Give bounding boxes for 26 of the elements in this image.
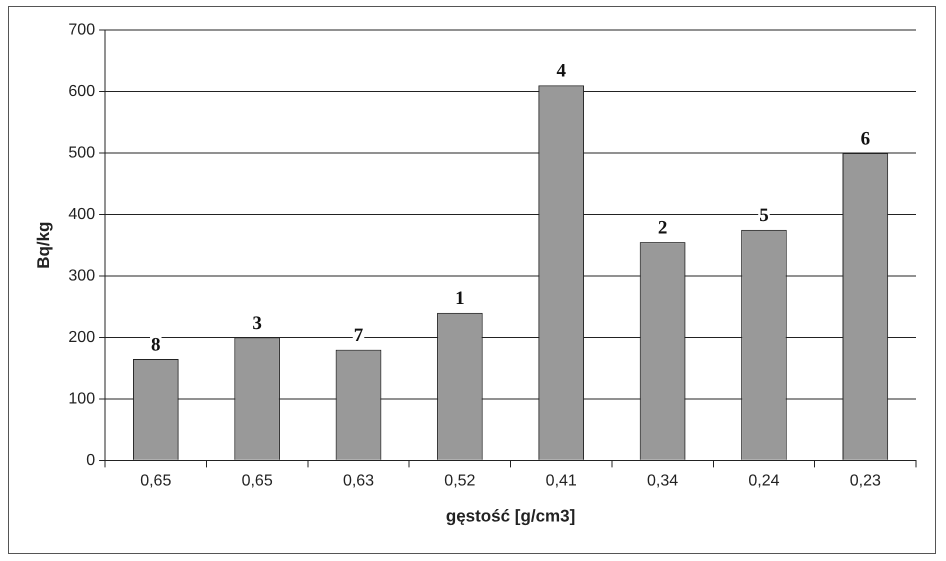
y-tick-label: 200: [68, 328, 96, 346]
y-tick-label: 0: [86, 452, 96, 469]
y-tick-label: 100: [68, 390, 96, 408]
annotation: 3: [252, 312, 262, 334]
x-tick-label: 0,24: [748, 472, 780, 490]
annotation: 6: [860, 128, 870, 150]
annotation: 4: [556, 60, 566, 82]
x-tick-label: 0,65: [242, 472, 273, 490]
y-tick-label: 400: [68, 206, 96, 223]
annotation: 5: [759, 205, 769, 226]
x-tick-label: 0,63: [342, 472, 374, 490]
y-tick-label: 500: [68, 144, 96, 162]
x-tick-label: 0,34: [647, 472, 678, 490]
x-tick-label: 0,41: [546, 472, 577, 490]
x-tick-label: 0,52: [444, 472, 476, 490]
annotation: 2: [658, 218, 668, 239]
x-axis-title: gęstość [g/cm3]: [446, 506, 576, 526]
y-tick-label: 300: [68, 267, 96, 284]
y-tick-label: 700: [68, 21, 96, 38]
annotation: 7: [354, 325, 364, 346]
y-tick-label: 600: [68, 82, 96, 100]
x-tick-label: 0,65: [140, 472, 172, 490]
x-tick-label: 0,23: [850, 472, 881, 490]
annotation: 1: [455, 288, 465, 310]
y-axis-title: Bq/kg: [34, 222, 53, 269]
annotation: 8: [151, 334, 161, 356]
